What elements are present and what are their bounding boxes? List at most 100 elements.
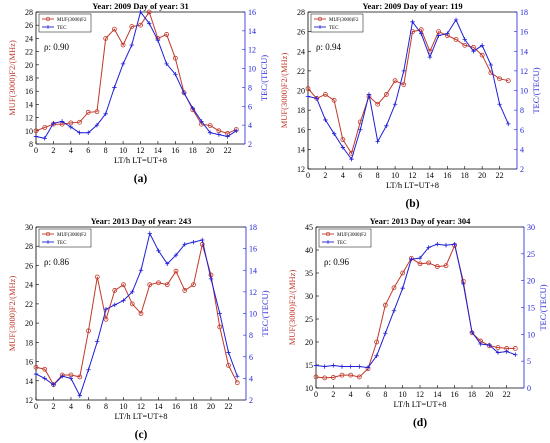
x-tick-label: 18 <box>190 402 198 411</box>
y-right-tick-label: 16 <box>249 245 257 254</box>
data-point-tec <box>323 117 328 123</box>
data-point-muf <box>340 137 346 142</box>
y-left-tick-label: 8 <box>29 140 33 149</box>
data-point-muf <box>42 125 48 130</box>
data-point-tec <box>313 363 319 368</box>
data-point-tec <box>445 31 450 36</box>
y-right-tick-label: 10 <box>520 87 528 96</box>
x-tick-label: 22 <box>496 171 504 180</box>
data-point-tec <box>435 241 440 247</box>
legend-marker <box>45 231 51 237</box>
x-axis-label: LT/h LT=UT+8 <box>393 399 446 409</box>
y-left-axis-label: MUF(3000)F2/(MHz) <box>279 53 289 129</box>
x-tick-label: 6 <box>86 146 90 155</box>
data-point-tec <box>156 248 161 253</box>
data-point-muf <box>356 374 362 380</box>
chart-panel-0: Year: 2009 Day of year: 310 2 4 6 8 10 12 14 16 1… <box>7 1 269 185</box>
x-tick-label: 22 <box>503 390 511 399</box>
y-left-tick-label: 26 <box>25 21 33 30</box>
y-left-tick-label: 45 <box>305 223 313 232</box>
data-point-tec <box>120 61 126 67</box>
data-point-muf <box>85 109 91 115</box>
data-point-muf <box>383 92 389 97</box>
y-right-tick-label: 8 <box>520 106 524 115</box>
data-point-tec <box>495 350 501 355</box>
y-left-tick-label: 22 <box>25 48 33 57</box>
data-point-tec <box>112 302 117 308</box>
data-point-muf <box>172 55 178 61</box>
data-point-tec <box>391 308 397 313</box>
correlation-annotation: ρ: 0.94 <box>316 42 341 52</box>
y-right-tick-label: 14 <box>249 266 257 275</box>
x-tick-label: 14 <box>155 402 163 411</box>
legend-box <box>38 13 92 33</box>
data-point-muf <box>226 362 231 368</box>
data-point-tec <box>400 285 405 291</box>
data-point-tec <box>68 376 74 381</box>
y-left-tick-label: 14 <box>25 100 33 109</box>
data-point-tec <box>138 9 143 15</box>
data-point-muf <box>426 260 432 266</box>
x-axis-label: LT/h LT=UT+8 <box>386 180 439 190</box>
y-right-tick-label: 0 <box>527 384 531 393</box>
data-point-tec <box>68 124 74 130</box>
y-right-tick-label: 30 <box>527 223 535 232</box>
data-point-muf <box>505 78 511 84</box>
x-tick-label: 0 <box>314 390 318 399</box>
legend-label: MUF(3000)F2 <box>57 233 87 238</box>
data-point-muf <box>94 109 100 115</box>
data-point-muf <box>305 86 311 91</box>
y-left-tick-label: 30 <box>25 223 33 232</box>
data-point-tec <box>86 367 91 372</box>
x-tick-label: 16 <box>172 402 180 411</box>
chart-panel-3: Year: 2013 Day of year: 304 0 2 4 6 8 10 12 14 16… <box>287 216 548 429</box>
x-tick-label: 18 <box>189 146 197 155</box>
data-point-muf <box>121 282 126 288</box>
y-left-tick-label: 20 <box>25 61 33 70</box>
y-left-tick-label: 40 <box>305 246 313 255</box>
correlation-annotation: ρ: 0.86 <box>44 257 69 267</box>
x-tick-label: 22 <box>225 402 233 411</box>
legend-label: TEC <box>57 241 67 246</box>
legend-marker <box>45 16 51 22</box>
data-point-muf <box>322 375 328 381</box>
legend-label: MUF(3000)F2 <box>329 18 359 23</box>
data-point-muf <box>323 92 328 97</box>
y-right-tick-label: 4 <box>520 145 524 154</box>
y-right-tick-label: 25 <box>527 250 535 259</box>
y-left-tick-label: 14 <box>297 145 305 154</box>
data-point-tec <box>410 19 415 25</box>
x-tick-label: 14 <box>426 171 434 180</box>
data-point-muf <box>207 123 213 128</box>
legend-marker <box>317 16 323 22</box>
data-point-tec <box>59 119 65 124</box>
data-point-muf <box>217 324 223 330</box>
data-point-muf <box>103 316 109 322</box>
legend-marker <box>46 240 50 244</box>
chart-title: Year: 2013 Day of year: 243 <box>91 216 192 226</box>
data-point-tec <box>488 62 494 68</box>
data-point-muf <box>313 374 319 380</box>
y-right-tick-label: 4 <box>249 374 253 383</box>
x-tick-label: 14 <box>433 390 441 399</box>
data-point-tec <box>234 128 239 133</box>
y-right-axis-label: TEC/(TECU) <box>259 55 269 101</box>
y-right-tick-label: 5 <box>527 357 531 366</box>
y-right-tick-label: 10 <box>248 65 256 74</box>
x-axis-label: LT/h LT=UT+8 <box>114 155 167 165</box>
x-tick-label: 4 <box>341 171 345 180</box>
y-right-tick-label: 18 <box>249 223 257 232</box>
y-left-tick-label: 18 <box>25 338 33 347</box>
data-point-muf <box>330 375 336 380</box>
data-point-tec <box>173 252 179 258</box>
data-point-tec <box>506 121 511 127</box>
y-right-axis-label: TEC/(TECU) <box>260 290 270 336</box>
y-left-tick-label: 16 <box>25 87 33 96</box>
x-tick-label: 18 <box>468 390 476 399</box>
data-point-tec <box>453 17 459 23</box>
data-point-tec <box>409 257 414 262</box>
data-point-tec <box>358 127 363 132</box>
data-point-tec <box>357 364 362 369</box>
y-left-tick-label: 28 <box>25 8 33 17</box>
